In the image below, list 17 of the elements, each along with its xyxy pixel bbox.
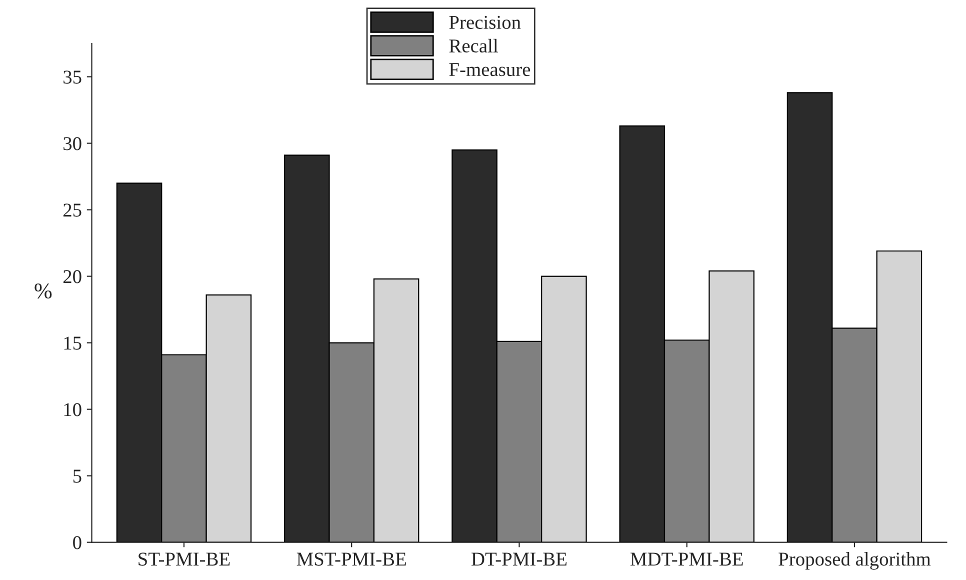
y-axis-title: % — [34, 283, 52, 299]
y-tick-label: 30 — [64, 137, 82, 150]
x-tick-label: MST-PMI-BE — [296, 552, 406, 566]
y-tick-label: 20 — [63, 270, 82, 284]
y-tick-label: 15 — [64, 336, 82, 350]
y-tick-label: 35 — [64, 70, 82, 84]
x-tick-label: DT-PMI-BE — [472, 552, 567, 566]
legend-label: Precision — [449, 16, 521, 29]
legend-label: F-measure — [449, 63, 530, 76]
x-tick-label: Proposed algorithm — [778, 552, 931, 570]
x-tick-label: ST-PMI-BE — [138, 552, 230, 566]
y-tick-label: 5 — [73, 470, 82, 483]
y-tick-label: 10 — [64, 403, 82, 416]
x-tick-label: MDT-PMI-BE — [630, 552, 743, 566]
legend-label: Recall — [449, 38, 498, 53]
y-tick-label: 0 — [73, 536, 82, 550]
y-tick-label: 25 — [63, 204, 82, 217]
